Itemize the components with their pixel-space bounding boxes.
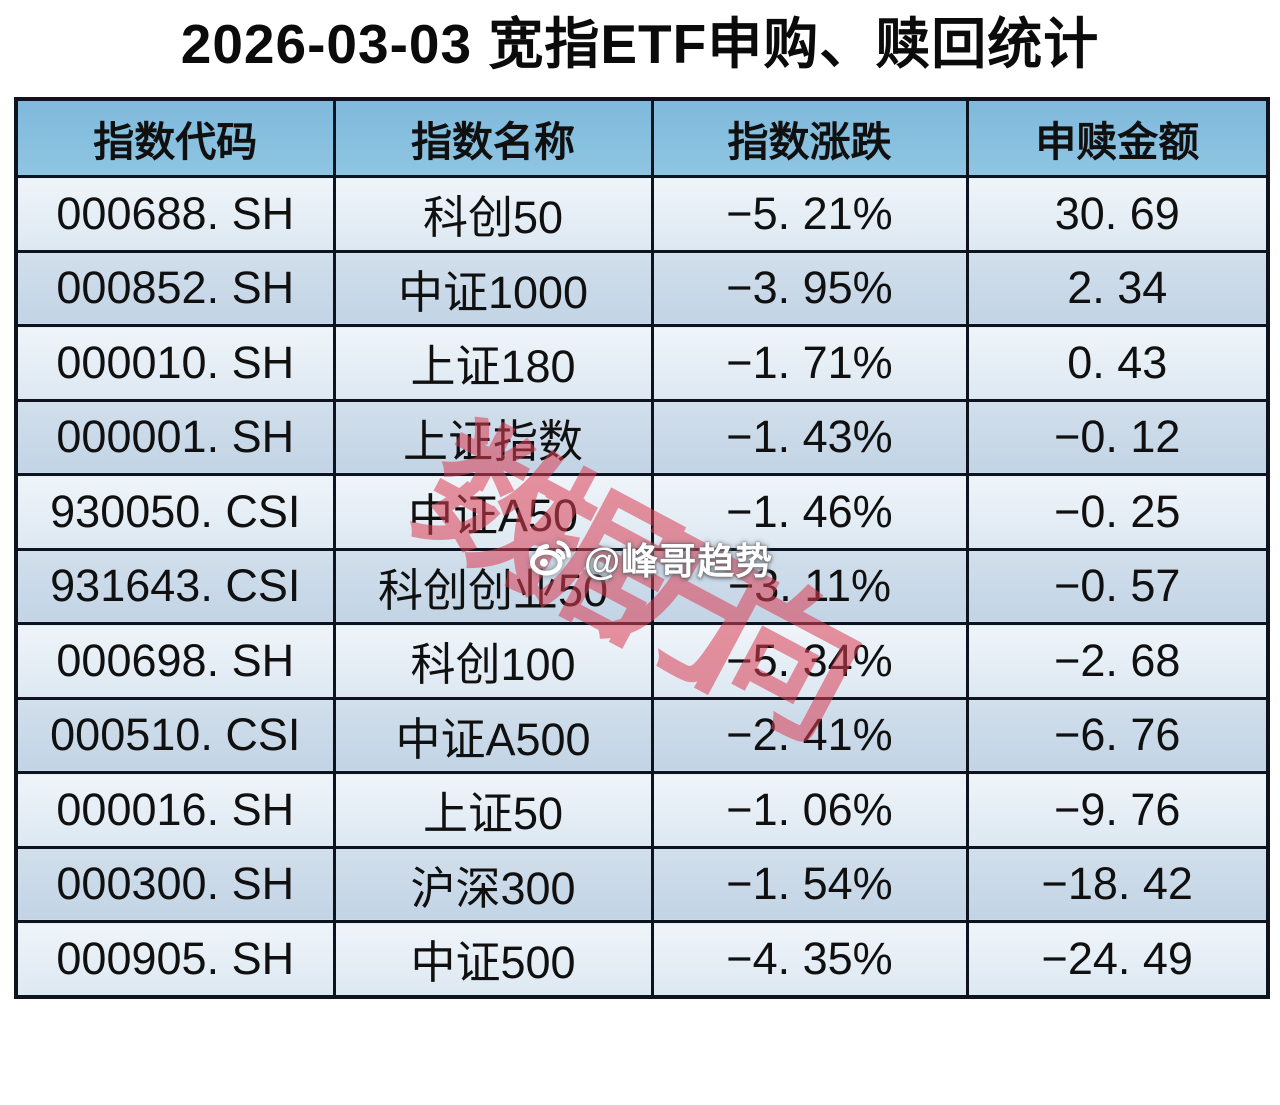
cell-amount: −0. 12	[965, 398, 1270, 476]
cell-index-change: −4. 35%	[650, 920, 969, 998]
cell-index-change: −1. 54%	[650, 845, 969, 923]
cell-index-change: −5. 34%	[650, 622, 969, 700]
cell-index-name: 中证A50	[332, 473, 654, 551]
cell-index-name: 上证50	[332, 771, 654, 849]
table-row: 000510. CSI 中证A500 −2. 41% −6. 76	[14, 696, 1270, 774]
table-row: 930050. CSI 中证A50 −1. 46% −0. 25	[14, 473, 1270, 551]
cell-amount: −2. 68	[965, 622, 1270, 700]
cell-index-code: 931643. CSI	[14, 547, 336, 625]
col-header-index-change: 指数涨跌	[650, 97, 969, 178]
etf-stats-table: 指数代码 指数名称 指数涨跌 申赎金额 000688. SH 科创50 −5. …	[14, 97, 1270, 999]
cell-index-name: 中证500	[332, 920, 654, 998]
table-header: 指数代码 指数名称 指数涨跌 申赎金额	[14, 97, 1270, 178]
page-title: 2026-03-03 宽指ETF申购、赎回统计	[180, 13, 1100, 75]
cell-amount: −24. 49	[965, 920, 1270, 998]
cell-amount: −0. 57	[965, 547, 1270, 625]
cell-amount: −6. 76	[965, 696, 1270, 774]
col-header-amount: 申赎金额	[965, 97, 1270, 178]
table-row: 000010. SH 上证180 −1. 71% 0. 43	[14, 324, 1270, 402]
col-header-index-name: 指数名称	[332, 97, 654, 178]
cell-amount: −9. 76	[965, 771, 1270, 849]
table-row: 000698. SH 科创100 −5. 34% −2. 68	[14, 622, 1270, 700]
cell-index-change: −1. 71%	[650, 324, 969, 402]
cell-amount: 0. 43	[965, 324, 1270, 402]
cell-index-code: 000010. SH	[14, 324, 336, 402]
cell-index-code: 000852. SH	[14, 249, 336, 327]
cell-index-code: 000905. SH	[14, 920, 336, 998]
cell-index-name: 科创100	[332, 622, 654, 700]
cell-index-change: −2. 41%	[650, 696, 969, 774]
table-row: 000001. SH 上证指数 −1. 43% −0. 12	[14, 398, 1270, 476]
cell-index-change: −1. 43%	[650, 398, 969, 476]
cell-index-code: 000300. SH	[14, 845, 336, 923]
cell-index-code: 000001. SH	[14, 398, 336, 476]
header-row: 指数代码 指数名称 指数涨跌 申赎金额	[14, 97, 1270, 178]
cell-index-change: −1. 06%	[650, 771, 969, 849]
cell-index-name: 科创50	[332, 175, 654, 253]
cell-index-name: 科创创业50	[332, 547, 654, 625]
cell-amount: −0. 25	[965, 473, 1270, 551]
table-body: 000688. SH 科创50 −5. 21% 30. 69 000852. S…	[14, 175, 1270, 998]
table-row: 000852. SH 中证1000 −3. 95% 2. 34	[14, 249, 1270, 327]
cell-index-name: 沪深300	[332, 845, 654, 923]
cell-index-change: −1. 46%	[650, 473, 969, 551]
col-header-index-code: 指数代码	[14, 97, 336, 178]
cell-index-code: 000698. SH	[14, 622, 336, 700]
cell-amount: 2. 34	[965, 249, 1270, 327]
cell-index-change: −3. 11%	[650, 547, 969, 625]
table-row: 000016. SH 上证50 −1. 06% −9. 76	[14, 771, 1270, 849]
cell-index-code: 000016. SH	[14, 771, 336, 849]
table-row: 000688. SH 科创50 −5. 21% 30. 69	[14, 175, 1270, 253]
cell-amount: −18. 42	[965, 845, 1270, 923]
weibo-badge: @峰哥趋势	[529, 531, 773, 585]
weibo-handle: @峰哥趋势	[584, 541, 774, 582]
cell-amount: 30. 69	[965, 175, 1270, 253]
weibo-icon	[529, 535, 575, 582]
cell-index-code: 000510. CSI	[14, 696, 336, 774]
cell-index-change: −3. 95%	[650, 249, 969, 327]
table-row: 000905. SH 中证500 −4. 35% −24. 49	[14, 920, 1270, 998]
cell-index-code: 930050. CSI	[14, 473, 336, 551]
cell-index-name: 上证指数	[332, 398, 654, 476]
table-row: 931643. CSI 科创创业50 −3. 11% −0. 57	[14, 547, 1270, 625]
table-row: 000300. SH 沪深300 −1. 54% −18. 42	[14, 845, 1270, 923]
cell-index-change: −5. 21%	[650, 175, 969, 253]
cell-index-name: 上证180	[332, 324, 654, 402]
cell-index-code: 000688. SH	[14, 175, 336, 253]
cell-index-name: 中证A500	[332, 696, 654, 774]
cell-index-name: 中证1000	[332, 249, 654, 327]
